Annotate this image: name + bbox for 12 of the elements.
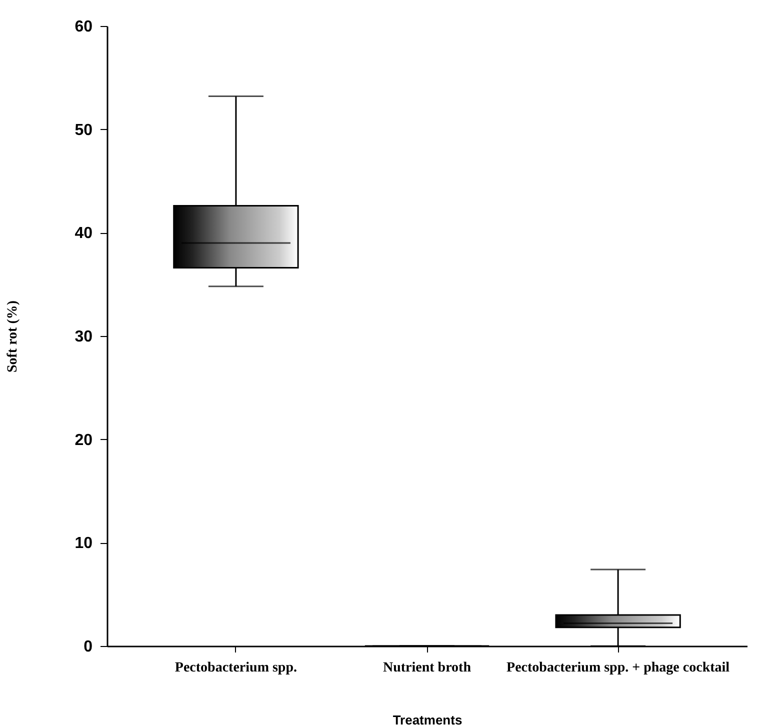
y-tick-label: 40 bbox=[74, 225, 93, 242]
y-tick-label: 50 bbox=[74, 122, 93, 139]
x-tick-label: Nutrient broth bbox=[382, 660, 472, 676]
y-tick-label: 0 bbox=[84, 638, 93, 656]
x-tick-label: Pectobacterium spp. + phage cocktail bbox=[506, 660, 730, 676]
y-tick-label: 60 bbox=[74, 18, 93, 36]
y-tick-label: 20 bbox=[74, 432, 93, 449]
y-tick-label: 10 bbox=[74, 535, 93, 552]
y-axis-title: Soft rot (%) bbox=[6, 300, 21, 373]
x-axis-title: Treatments bbox=[392, 712, 462, 728]
x-tick-label: Pectobacterium spp. bbox=[174, 660, 297, 676]
y-tick-label: 30 bbox=[74, 328, 93, 346]
